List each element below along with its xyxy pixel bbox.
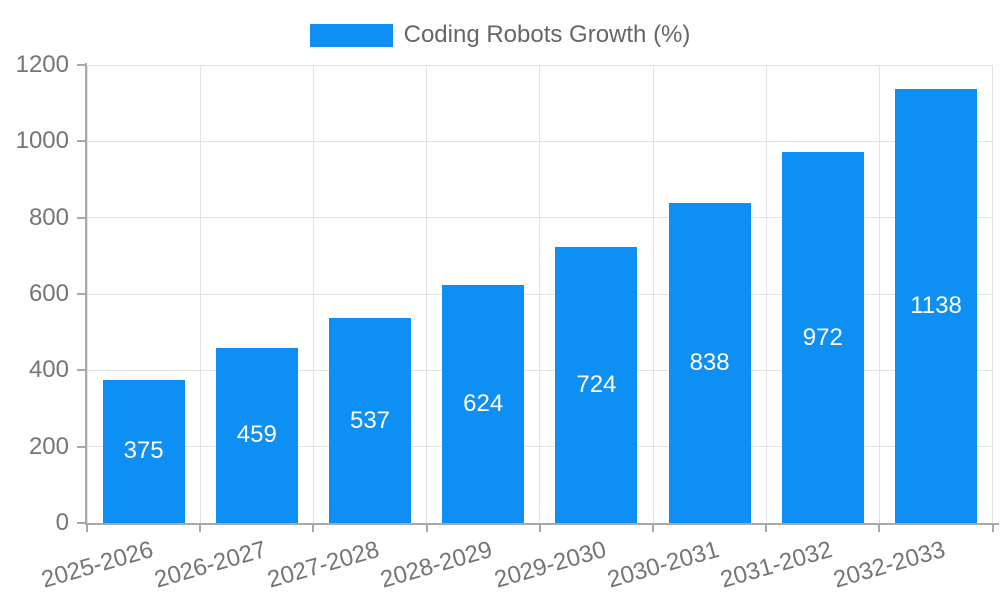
bar[interactable]: [781, 152, 864, 523]
y-tick-mark: [77, 369, 87, 372]
y-axis-line: [85, 63, 87, 525]
x-tick-mark: [425, 523, 428, 532]
y-tick-label: 1000: [15, 127, 69, 155]
bar[interactable]: [442, 284, 525, 523]
x-tick-mark: [991, 523, 994, 532]
x-tick-label: 2032-2033: [830, 536, 949, 594]
bar-value-label: 375: [123, 437, 164, 465]
x-gridline: [652, 65, 654, 523]
bar-value-label: 624: [463, 389, 504, 417]
x-tick-label: 2029-2030: [491, 536, 609, 594]
x-gridline: [199, 65, 201, 523]
x-gridline: [878, 65, 880, 523]
chart-legend: Coding Robots Growth (%): [0, 21, 1000, 49]
y-tick-label: 800: [28, 203, 69, 231]
bar[interactable]: [895, 88, 977, 523]
legend-swatch: [309, 23, 393, 47]
x-gridline: [992, 65, 994, 523]
x-tick-mark: [765, 523, 768, 532]
bar[interactable]: [329, 318, 411, 523]
x-gridline: [765, 65, 767, 523]
bar-value-label: 537: [349, 406, 391, 434]
y-tick-mark: [77, 522, 87, 524]
bar[interactable]: [668, 203, 751, 523]
y-tick-label: 600: [28, 280, 69, 307]
y-tick-label: 200: [28, 432, 69, 460]
x-gridline: [426, 65, 428, 523]
x-tick-label: 2026-2027: [151, 536, 270, 594]
legend-item-coding-robots-growth[interactable]: Coding Robots Growth (%): [309, 21, 691, 49]
x-tick-mark: [652, 523, 654, 532]
x-tick-label: 2025-2026: [38, 536, 157, 594]
y-tick-label: 1200: [15, 51, 69, 78]
x-tick-mark: [86, 523, 88, 532]
y-tick-mark: [77, 293, 87, 295]
x-tick-label: 2031-2032: [717, 536, 836, 594]
bar[interactable]: [102, 379, 185, 523]
legend-label: Coding Robots Growth (%): [403, 21, 691, 48]
x-gridline: [539, 65, 541, 523]
y-tick-mark: [77, 445, 87, 448]
bar-value-label: 1138: [910, 291, 962, 319]
x-gridline: [312, 65, 314, 523]
y-tick-label: 400: [28, 356, 69, 384]
y-tick-label: 0: [55, 509, 69, 536]
bar-value-label: 972: [802, 323, 843, 351]
x-tick-label: 2028-2029: [377, 536, 496, 594]
y-tick-mark: [77, 216, 87, 219]
x-tick-label: 2027-2028: [264, 536, 383, 594]
y-tick-mark: [77, 140, 87, 143]
x-tick-mark: [538, 523, 541, 532]
bar[interactable]: [555, 246, 638, 523]
x-tick-label: 2030-2031: [604, 536, 723, 594]
x-tick-mark: [199, 523, 202, 532]
bar-value-label: 838: [689, 349, 730, 377]
y-tick-mark: [77, 64, 87, 66]
x-gridline: [86, 65, 88, 523]
bar-value-label: 459: [236, 421, 277, 449]
x-tick-mark: [312, 523, 315, 532]
bar-value-label: 724: [576, 370, 617, 398]
x-tick-mark: [878, 523, 881, 532]
x-axis-line: [85, 523, 999, 525]
bar[interactable]: [215, 347, 298, 523]
